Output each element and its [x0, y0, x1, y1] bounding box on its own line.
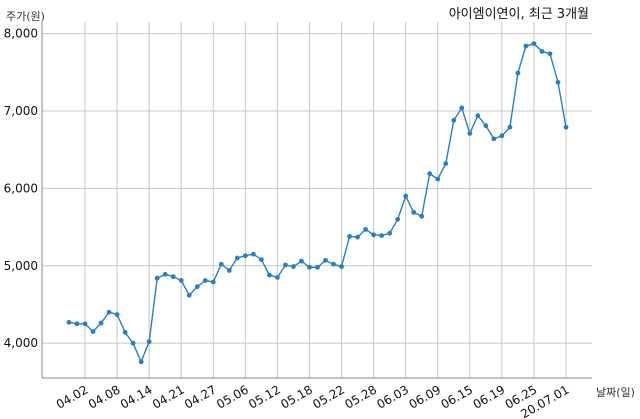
x-tick-label: 05.18: [278, 382, 315, 411]
data-point: [170, 274, 176, 280]
x-tick-label: 05.12: [246, 382, 283, 411]
data-point: [138, 359, 144, 365]
data-point: [162, 271, 168, 277]
data-point: [122, 329, 128, 335]
data-point: [154, 275, 160, 281]
data-point: [467, 131, 473, 136]
data-point: [218, 261, 224, 267]
data-point: [250, 251, 256, 257]
data-point: [411, 209, 417, 215]
data-point: [475, 113, 481, 119]
data-point: [435, 176, 441, 182]
data-point: [234, 255, 240, 261]
data-point: [307, 264, 312, 270]
data-point: [443, 161, 449, 167]
data-point: [194, 284, 200, 290]
data-point: [114, 312, 120, 317]
data-point: [459, 105, 465, 111]
axes: [41, 22, 592, 379]
data-point: [499, 133, 505, 139]
x-tick-label: 05.06: [214, 382, 251, 411]
data-point: [130, 340, 136, 346]
y-tick-label: 6,000: [4, 181, 38, 195]
data-point: [355, 234, 360, 240]
data-point: [90, 329, 96, 334]
x-tick-label: 04.14: [118, 382, 155, 411]
y-axis-label: 주가(원): [6, 10, 45, 23]
data-point: [106, 309, 112, 315]
data-point: [299, 258, 304, 264]
data-point: [547, 51, 553, 57]
data-point: [283, 262, 288, 268]
data-point: [563, 124, 569, 130]
data-point: [210, 279, 216, 285]
data-point: [371, 232, 377, 238]
y-tick-label: 7,000: [4, 104, 38, 118]
x-tick-label: 04.08: [86, 382, 123, 411]
data-point: [403, 193, 409, 199]
x-tick-label: 06.15: [439, 382, 476, 411]
x-tick-label: 05.22: [310, 382, 347, 411]
data-point: [275, 274, 280, 280]
data-point: [291, 264, 296, 269]
y-tick-label: 4,000: [4, 336, 38, 350]
data-point: [515, 70, 521, 76]
data-point: [339, 264, 344, 269]
data-point: [531, 41, 537, 47]
data-point: [178, 278, 184, 283]
data-point: [395, 216, 401, 222]
data-point: [427, 171, 433, 177]
x-tick-label: 04.02: [54, 382, 91, 411]
data-point: [202, 278, 208, 283]
data-point: [523, 43, 529, 49]
grid-lines: [42, 22, 592, 378]
data-point: [82, 321, 88, 327]
x-tick-label: 04.27: [182, 382, 219, 411]
x-axis-label: 날짜(일): [596, 385, 635, 399]
data-point: [331, 261, 336, 267]
x-tick-label: 04.21: [150, 382, 187, 411]
x-tick-label: 05.28: [342, 382, 379, 411]
x-tick-label: 06.03: [374, 382, 411, 411]
data-point: [379, 233, 385, 239]
x-tick-labels: 04.0204.0804.1404.2104.2705.0605.1205.18…: [54, 382, 572, 419]
data-point: [419, 213, 425, 219]
data-point: [242, 253, 248, 259]
data-point: [347, 233, 352, 239]
chart-title: 아이엠이연이, 최근 3개월: [449, 7, 589, 22]
x-tick-label: 06.19: [471, 382, 508, 411]
x-tick-label: 06.09: [406, 382, 443, 411]
y-tick-labels: 4,000 5,000 6,000 7,000 8,000: [4, 27, 38, 351]
data-point: [363, 227, 368, 232]
y-tick-label: 8,000: [4, 27, 38, 41]
data-point: [74, 321, 80, 327]
data-point: [491, 136, 497, 142]
data-point: [507, 124, 513, 130]
data-point: [267, 272, 272, 278]
data-point: [98, 320, 104, 326]
data-point: [146, 339, 152, 345]
data-point: [387, 230, 393, 236]
data-point: [226, 268, 232, 273]
data-point: [258, 257, 264, 262]
data-point: [315, 264, 320, 270]
series-points: [66, 41, 569, 365]
series-line: [68, 42, 567, 364]
data-point: [555, 79, 561, 85]
y-tick-label: 5,000: [4, 259, 38, 273]
data-point: [539, 49, 545, 54]
data-point: [186, 292, 192, 298]
data-point: [323, 257, 328, 263]
data-point: [483, 123, 489, 129]
data-point: [66, 319, 72, 325]
data-point: [451, 117, 457, 123]
